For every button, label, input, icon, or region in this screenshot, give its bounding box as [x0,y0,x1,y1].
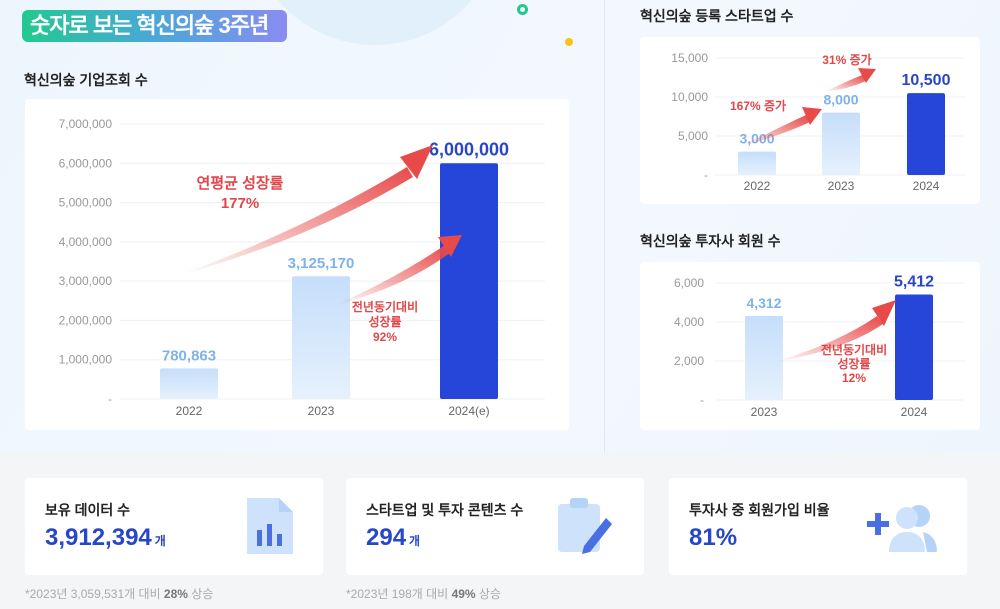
annotation: 성장률 [837,357,870,371]
bar [822,112,860,175]
annotation: 12% [842,371,866,385]
x-tick-label: 2022 [176,404,203,418]
y-tick-label: 5,000,000 [59,196,113,210]
bar-value-label: 780,863 [162,347,216,364]
x-tick-label: 2024 [913,179,940,193]
growth-arrow-head [438,235,462,257]
stat-label: 보유 데이터 수 [45,502,131,518]
stat-unit: 개 [409,534,421,548]
page-title: 숫자로 보는 혁신의숲 3주년 [22,10,287,42]
bar [907,93,945,175]
growth-arrow [180,167,413,275]
annotation: 전년동기대비 [821,342,887,357]
chart-title: 혁신의숲 기업조회 수 [24,72,148,88]
x-tick-label: 2024 [901,405,928,419]
annotation: 성장률 [368,315,401,329]
stat-value: 294 [366,524,407,551]
bar-value-label: 8,000 [823,92,858,108]
bar [745,315,783,400]
y-tick-label: 4,000,000 [59,235,113,249]
add-user-icon [867,505,937,552]
x-tick-label: 2024(e) [448,404,489,418]
stat-footnote: *2023년 198개 대비 49% 상승 [346,587,502,601]
bar [895,294,933,400]
y-tick-label: 6,000,000 [59,156,113,170]
bar-value-label: 5,412 [894,273,934,290]
annotation: 177% [221,195,259,212]
y-tick-label: 3,000,000 [59,274,113,288]
growth-arrow [740,115,810,147]
annotation: 167% 증가 [730,98,786,113]
stat-footnote: *2023년 3,059,531개 대비 28% 상승 [25,587,214,601]
bar-value-label: 6,000,000 [429,139,509,159]
annotation: 연평균 성장률 [197,174,284,192]
x-tick-label: 2023 [751,405,778,419]
chart-title: 혁신의숲 투자사 회원 수 [640,233,781,249]
investors-chart: - 2,000 4,000 6,000 4,312 2023 5,412 2024 전년동기대비… [640,262,980,430]
clipboard-pencil-icon [558,498,612,554]
y-tick-label: - [700,393,704,407]
growth-arrow [335,245,450,305]
bar [160,368,218,399]
decor-dot [517,4,528,15]
annotation: 92% [373,330,397,344]
y-tick-label: 2,000,000 [59,313,113,327]
y-tick-label: 4,000 [674,315,704,329]
y-tick-label: - [704,168,708,182]
stat-value: 3,912,394 [45,524,152,551]
stat-label: 스타트업 및 투자 콘텐츠 수 [366,502,524,518]
x-tick-label: 2022 [744,179,771,193]
stat-unit: 개 [154,534,166,548]
bar-value-label: 4,312 [746,295,781,311]
annotation: 31% 증가 [822,52,871,67]
stat-value: 81% [689,524,738,551]
growth-arrow [825,75,866,92]
bar [440,163,498,399]
y-tick-label: 5,000 [678,129,708,143]
divider [604,0,605,453]
startups-chart: -5,00010,00015,0003,00020228,000202310,5… [640,37,980,204]
stat-card-content: 스타트업 및 투자 콘텐츠 수 294 개 [346,478,644,575]
decor-dot [565,38,573,46]
y-tick-label: 2,000 [674,354,704,368]
growth-arrow-head [858,68,876,83]
x-tick-label: 2023 [308,404,335,418]
annotation: 전년동기대비 [352,299,418,314]
stat-card-ratio: 투자사 중 회원가입 비율 81% [669,478,967,575]
stat-label: 투자사 중 회원가입 비율 [689,502,830,518]
y-tick-label: 7,000,000 [59,117,113,131]
y-tick-label: 10,000 [671,90,708,104]
growth-arrow [775,316,883,362]
bar-value-label: 3,125,170 [288,255,355,272]
chart-title: 혁신의숲 등록 스타트업 수 [640,8,794,24]
growth-arrow-head [802,107,822,125]
y-tick-label: 6,000 [674,276,704,290]
bar [292,276,350,399]
y-tick-label: 15,000 [671,51,708,65]
growth-arrow-head [872,300,896,326]
document-chart-icon [247,498,293,554]
growth-arrow-head [400,145,433,179]
y-tick-label: - [108,392,112,406]
bar-value-label: 10,500 [902,72,951,89]
stat-card-data: 보유 데이터 수 3,912,394 개 [25,478,323,575]
x-tick-label: 2023 [828,179,855,193]
company-lookups-chart: - 1,000,000 2,000,000 3,000,000 4,000,000 5,0… [25,99,569,430]
bar [738,151,776,175]
y-tick-label: 1,000,000 [59,353,113,367]
